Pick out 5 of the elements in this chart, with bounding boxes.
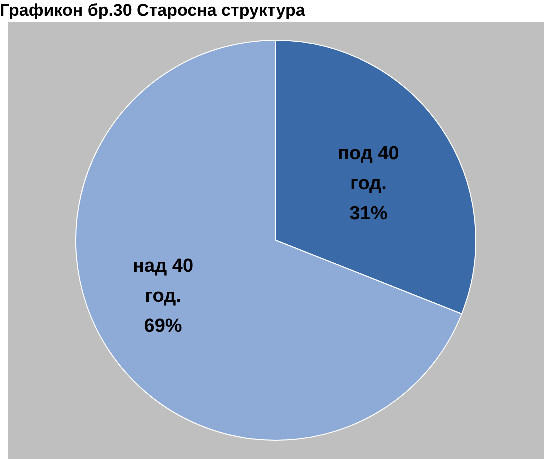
slice-label: под 40 год. — [338, 144, 400, 195]
data-label: 69% — [144, 316, 182, 337]
chart-title: Графикон бр.30 Старосна структура — [0, 1, 306, 21]
slice-label: над 40 год. — [133, 256, 194, 307]
data-label: 31% — [350, 204, 388, 225]
